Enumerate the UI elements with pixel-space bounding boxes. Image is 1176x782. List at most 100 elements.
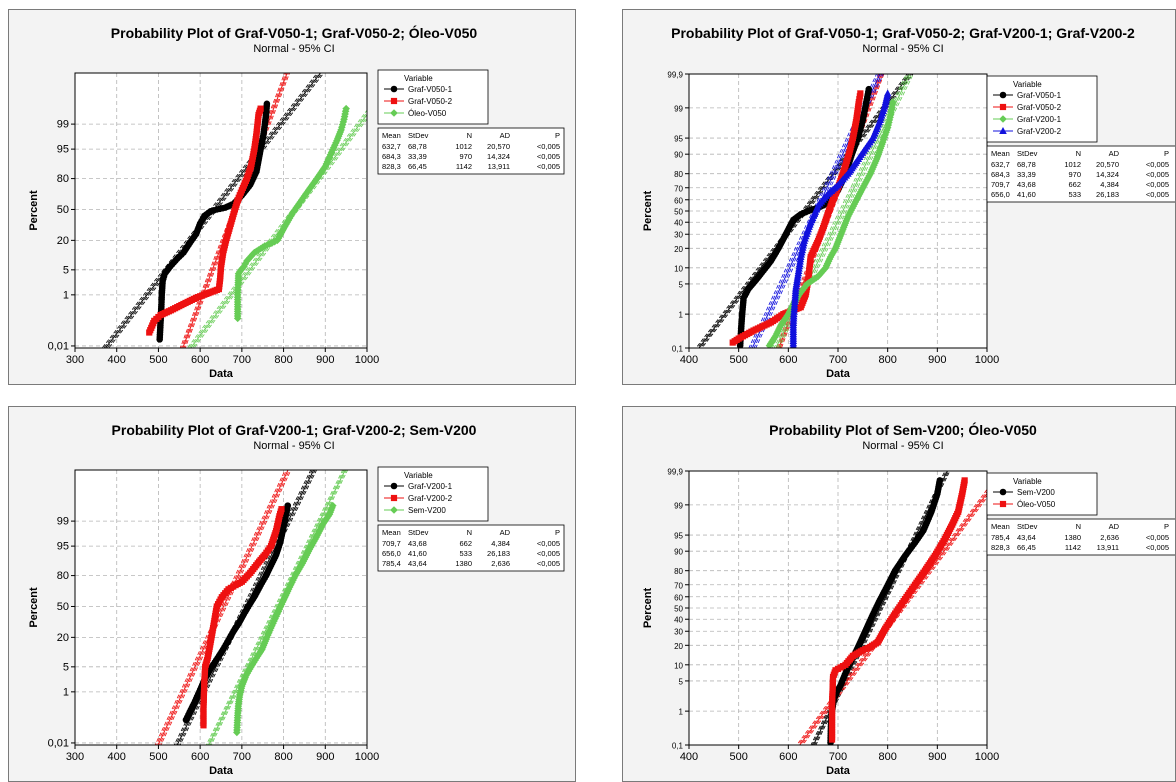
legend-label: Graf-V050-2 <box>408 97 453 106</box>
stats-cell: <0,005 <box>537 559 560 568</box>
x-axis-label: Data <box>209 765 234 777</box>
legend-label: Graf-V200-1 <box>1017 115 1062 124</box>
stats-cell: 4,384 <box>1100 180 1119 189</box>
stats-cell: 785,4 <box>991 533 1010 542</box>
stats-cell: <0,005 <box>1146 160 1169 169</box>
stats-cell: 66,45 <box>1017 543 1036 552</box>
ci-band-line <box>778 74 914 348</box>
stats-cell: 66,45 <box>408 162 427 171</box>
y-tick-label: 60 <box>674 196 683 205</box>
stats-cell: 656,0 <box>382 549 401 558</box>
chart-subtitle: Normal - 95% CI <box>862 43 943 55</box>
y-tick-label: 1 <box>679 708 684 717</box>
y-tick-label: 0,01 <box>48 340 69 352</box>
x-tick-label: 400 <box>108 751 126 763</box>
series-Graf-V050-2 <box>146 105 264 336</box>
y-tick-label: 80 <box>674 567 683 576</box>
series-Óleo-V050 <box>233 104 350 323</box>
data-point <box>342 104 350 113</box>
x-axis-label: Data <box>826 765 851 777</box>
stats-cell: 2,636 <box>1100 533 1119 542</box>
x-tick-label: 1000 <box>975 751 999 763</box>
stats-cell: 632,7 <box>991 160 1010 169</box>
y-tick-label: 60 <box>674 593 683 602</box>
stats-cell: 533 <box>1068 190 1081 199</box>
ci-band-line <box>207 470 345 745</box>
stats-cell: 656,0 <box>991 190 1010 199</box>
ci-band-line <box>160 470 292 745</box>
y-tick-label: 40 <box>674 616 683 625</box>
probability-plot-3: Probability Plot of Graf-V200-1; Graf-V2… <box>28 422 565 777</box>
stats-table <box>377 127 565 175</box>
plot-area <box>75 470 367 745</box>
legend-label: Graf-V200-2 <box>408 494 453 503</box>
chart-title: Probability Plot of Graf-V050-1; Graf-V0… <box>111 24 478 41</box>
legend-marker <box>999 127 1007 134</box>
stats-header: Mean <box>382 131 401 140</box>
stats-header: StDev <box>1017 522 1038 531</box>
x-tick-label: 800 <box>878 751 896 763</box>
stats-cell: <0,005 <box>1146 170 1169 179</box>
stats-table <box>377 524 565 572</box>
legend-marker <box>390 506 398 514</box>
data-point <box>270 237 279 246</box>
y-tick-label: 1 <box>63 289 69 301</box>
data-point <box>268 239 276 247</box>
data-point <box>936 477 944 484</box>
stats-cell: 68,78 <box>408 142 427 151</box>
chart-panel-top-right: Probability Plot of Graf-V050-1; Graf-V0… <box>622 9 1176 385</box>
x-tick-label: 500 <box>149 751 167 763</box>
y-tick-label: 50 <box>57 601 69 613</box>
stats-cell: 14,324 <box>487 152 510 161</box>
x-tick-label: 500 <box>729 354 747 366</box>
chart-subtitle: Normal - 95% CI <box>253 440 334 452</box>
y-tick-label: 1 <box>679 311 684 320</box>
x-tick-label: 900 <box>316 354 334 366</box>
stats-header: P <box>1164 522 1169 531</box>
stats-cell: 533 <box>459 549 472 558</box>
legend-label: Óleo-V050 <box>408 109 447 118</box>
stats-cell: 662 <box>459 539 472 548</box>
y-tick-label: 50 <box>57 204 69 216</box>
series-Sem-V200 <box>827 477 944 745</box>
stats-cell: <0,005 <box>537 152 560 161</box>
legend-label: Graf-V200-1 <box>408 482 453 491</box>
legend-label: Graf-V050-2 <box>1017 103 1062 112</box>
data-point <box>284 502 292 509</box>
data-points <box>729 85 897 348</box>
stats-cell: 20,570 <box>487 142 510 151</box>
ci-band-line <box>777 74 913 348</box>
legend-title: Variable <box>404 471 433 480</box>
stats-cell: 13,911 <box>488 162 510 171</box>
ci-band-line <box>209 470 347 745</box>
legend-marker <box>390 109 398 117</box>
legend-marker <box>390 97 398 105</box>
x-tick-label: 1000 <box>975 354 999 366</box>
legend-marker <box>390 482 398 490</box>
x-tick-label: 400 <box>680 354 698 366</box>
ci-band-line <box>181 73 287 348</box>
y-tick-label: 50 <box>674 208 683 217</box>
x-tick-label: 700 <box>233 354 251 366</box>
probability-plot-1: Probability Plot of Graf-V050-1; Graf-V0… <box>28 24 565 380</box>
y-axis-label: Percent <box>28 190 40 231</box>
stats-cell: <0,005 <box>537 162 560 171</box>
stats-header: StDev <box>408 131 429 140</box>
series-Graf-V200-2 <box>789 89 892 348</box>
y-tick-label: 0,01 <box>48 737 69 749</box>
legend-title: Variable <box>1013 477 1042 486</box>
series-Sem-V200 <box>233 501 337 737</box>
legend-marker <box>999 488 1007 496</box>
fitted-line <box>157 470 289 745</box>
stats-cell: <0,005 <box>1146 543 1169 552</box>
data-point <box>278 506 285 513</box>
legend-marker <box>390 494 398 502</box>
stats-cell: 41,60 <box>408 549 427 558</box>
x-tick-label: 900 <box>928 751 946 763</box>
data-points <box>827 477 968 745</box>
x-tick-label: 700 <box>829 751 847 763</box>
legend: Variable Graf-V050-1 Graf-V050-2 Graf-V200-… <box>986 75 1175 203</box>
data-point <box>240 262 248 271</box>
stats-header: N <box>467 528 472 537</box>
y-tick-label: 30 <box>674 231 683 240</box>
